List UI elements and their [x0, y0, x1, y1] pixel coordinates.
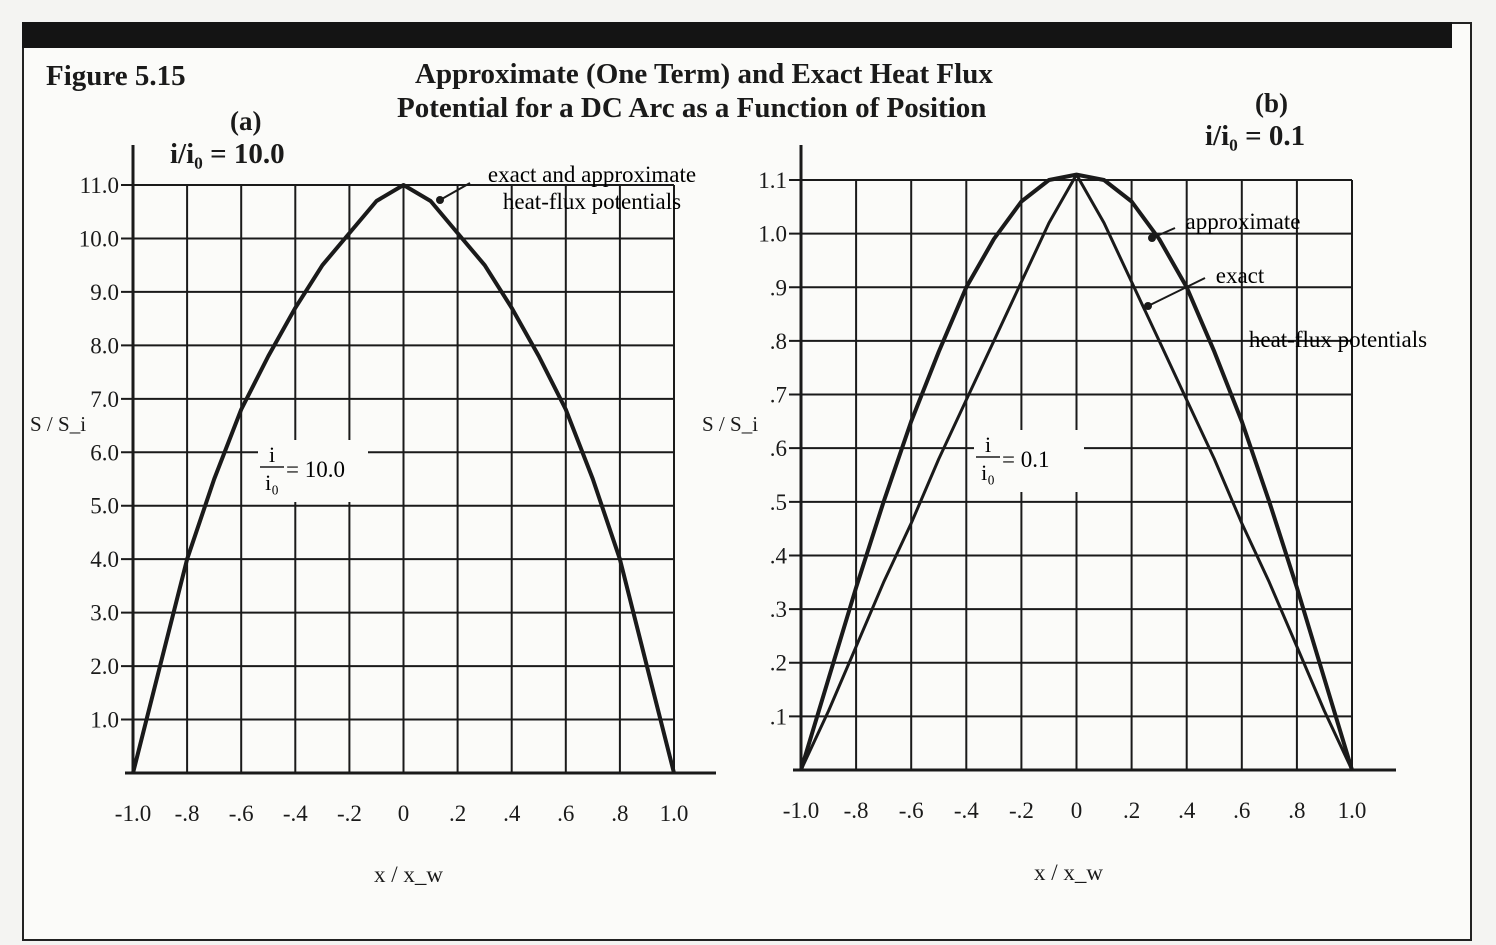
x-tick-label: -1.0 [783, 798, 819, 823]
y-tick-label: 1.0 [90, 708, 119, 733]
panel-b-subtitle: i/i₀ = 0.1 [1205, 120, 1306, 152]
inline-label-numerator: i [269, 442, 275, 467]
inline-label-bg [258, 440, 368, 502]
figure-title-line2: Potential for a DC Arc as a Function of … [397, 92, 987, 124]
inline-label-denominator: i₀ [265, 470, 279, 495]
inline-label-value: = 10.0 [286, 457, 345, 482]
inline-label-numerator: i [985, 432, 991, 457]
panel-a-y-axis-label: S / S_i [28, 412, 89, 437]
figure-label: Figure 5.15 [46, 60, 186, 92]
x-tick-label: 1.0 [1338, 798, 1367, 823]
y-tick-label: .1 [770, 704, 787, 729]
inline-label-value: = 0.1 [1002, 447, 1049, 472]
panel-a-x-axis-label: x / x_w [372, 862, 445, 888]
annotation-text: approximate [1186, 209, 1301, 234]
x-tick-label: .4 [503, 801, 521, 826]
panel-b-y-axis-label: S / S_i [700, 412, 761, 437]
panel-b-x-axis-label: x / x_w [1032, 860, 1105, 886]
y-tick-label: 10.0 [79, 226, 119, 251]
y-tick-label: 6.0 [90, 440, 119, 465]
y-tick-label: .4 [770, 543, 788, 568]
y-tick-label: 4.0 [90, 547, 119, 572]
x-tick-label: -.6 [899, 798, 924, 823]
arrow-head [1148, 234, 1156, 242]
panel-b-label: (b) [1255, 88, 1288, 118]
y-tick-label: 7.0 [90, 387, 119, 412]
x-tick-label: .2 [1123, 798, 1140, 823]
y-tick-label: 3.0 [90, 601, 119, 626]
x-tick-label: .2 [449, 801, 466, 826]
y-tick-label: 1.0 [758, 222, 787, 247]
x-tick-label: -.6 [229, 801, 254, 826]
y-tick-label: 2.0 [90, 654, 119, 679]
annotation-arrow [1151, 227, 1176, 239]
top-band [22, 22, 1452, 48]
panel-a-label: (a) [230, 106, 262, 136]
y-tick-label: 11.0 [80, 173, 119, 198]
x-tick-label: -.2 [337, 801, 362, 826]
annotation-text: exact and approximate [488, 162, 696, 187]
x-tick-label: .6 [557, 801, 574, 826]
x-tick-label: 1.0 [660, 801, 689, 826]
x-tick-label: .8 [1288, 798, 1305, 823]
x-tick-label: -.4 [283, 801, 308, 826]
y-tick-label: .2 [770, 651, 787, 676]
inline-label-denominator: i₀ [981, 460, 995, 485]
y-tick-label: .8 [770, 329, 787, 354]
panel-a-subtitle: i/i₀ = 10.0 [170, 138, 285, 170]
y-tick-label: .7 [770, 383, 787, 408]
figure-title-line1: Approximate (One Term) and Exact Heat Fl… [415, 58, 993, 90]
y-tick-label: .3 [770, 597, 787, 622]
arrow-head [1144, 302, 1152, 310]
annotation-arrow [1147, 277, 1206, 307]
annotation-text: heat-flux potentials [1249, 327, 1427, 352]
annotation-arrow [439, 182, 471, 201]
x-tick-label: -.2 [1009, 798, 1034, 823]
y-tick-label: 1.1 [758, 168, 787, 193]
y-tick-label: .5 [770, 490, 787, 515]
arrow-head [436, 196, 444, 204]
inline-label-bg [974, 430, 1084, 492]
x-tick-label: .6 [1233, 798, 1250, 823]
x-tick-label: -.8 [844, 798, 869, 823]
y-tick-label: 8.0 [90, 333, 119, 358]
y-tick-label: 5.0 [90, 494, 119, 519]
x-tick-label: 0 [398, 801, 410, 826]
y-tick-label: .9 [770, 275, 787, 300]
x-tick-label: .4 [1178, 798, 1196, 823]
annotation-text: exact [1216, 263, 1265, 288]
x-tick-label: -1.0 [115, 801, 151, 826]
annotation-text: heat-flux potentials [503, 189, 681, 214]
x-tick-label: 0 [1071, 798, 1083, 823]
y-tick-label: .6 [770, 436, 787, 461]
x-tick-label: -.4 [954, 798, 979, 823]
x-tick-label: .8 [611, 801, 628, 826]
x-tick-label: -.8 [175, 801, 200, 826]
y-tick-label: 9.0 [90, 280, 119, 305]
